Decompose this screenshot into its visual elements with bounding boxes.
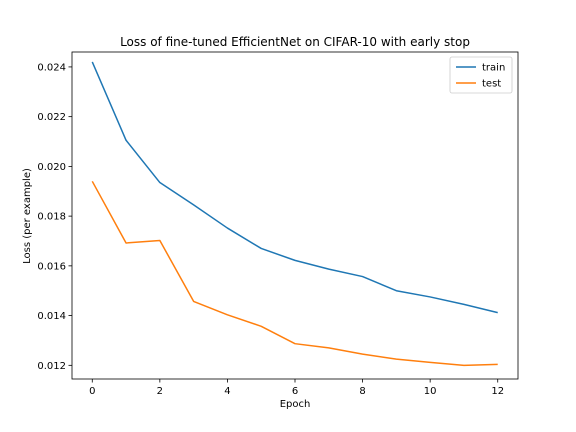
y-tick-label: 0.022: [37, 112, 66, 123]
x-tick-label: 12: [491, 386, 504, 397]
y-tick-label: 0.014: [37, 311, 66, 322]
x-tick-label: 2: [157, 386, 163, 397]
x-tick-label: 8: [359, 386, 365, 397]
chart-title: Loss of fine-tuned EfficientNet on CIFAR…: [120, 35, 470, 49]
y-axis-label: Loss (per example): [22, 168, 33, 264]
series-line-test: [91, 180, 498, 367]
x-tick-label: 6: [292, 386, 298, 397]
legend-label-test: test: [482, 79, 501, 90]
y-tick-label: 0.020: [37, 162, 66, 173]
y-tick-label: 0.012: [37, 361, 66, 372]
x-tick-label: 0: [89, 386, 95, 397]
x-tick-label: 4: [224, 386, 230, 397]
y-tick-label: 0.024: [37, 62, 66, 73]
x-axis-label: Epoch: [280, 399, 311, 410]
y-tick-label: 0.016: [37, 261, 66, 272]
y-tick-label: 0.018: [37, 212, 66, 223]
series-line-train: [91, 61, 498, 314]
plot-area: 0 2 4 6 8 10 12 0.012 0.014 0.016 0.018 0.020 0.022 0…: [37, 51, 519, 397]
x-tick-label: 10: [424, 386, 437, 397]
legend-box: [449, 56, 513, 94]
legend: train test: [449, 56, 513, 94]
legend-label-train: train: [482, 63, 505, 74]
